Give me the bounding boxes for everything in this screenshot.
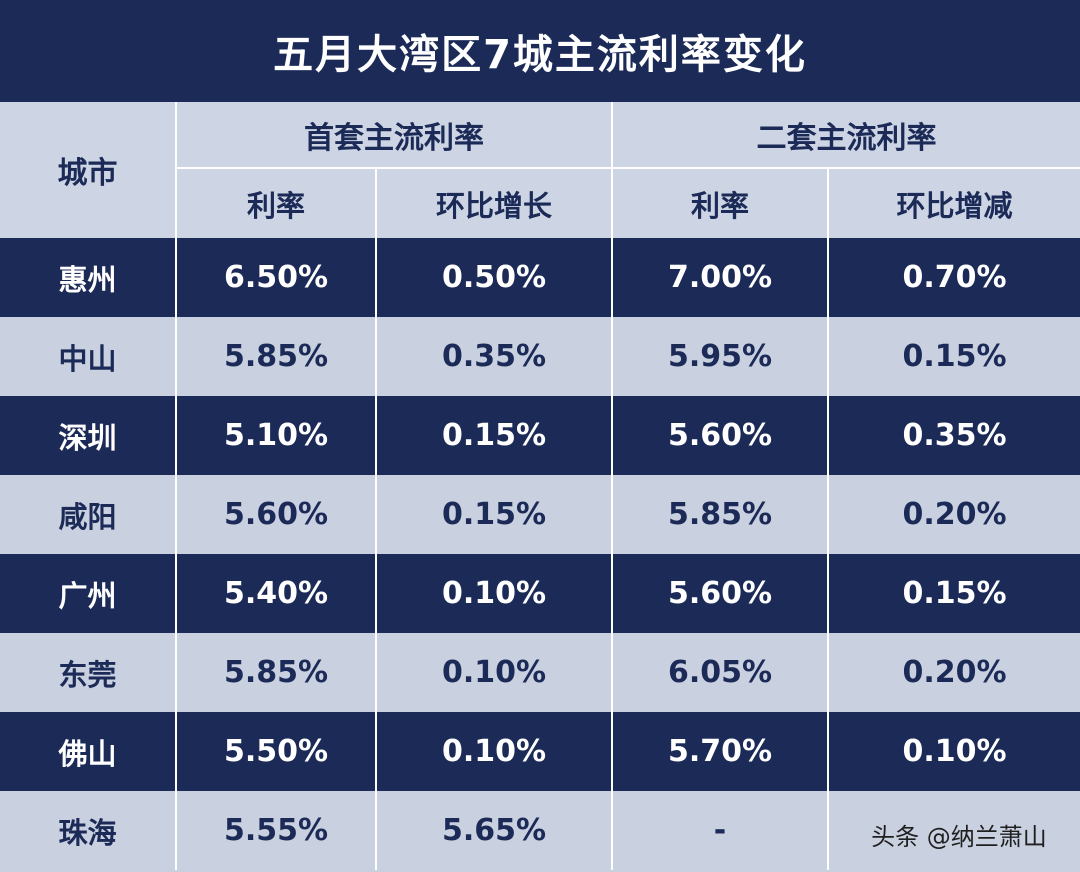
table-row: 东莞 5.85% 0.10% 6.05% 0.20% xyxy=(0,633,1080,712)
second-change-cell: 0.70% xyxy=(828,238,1080,317)
rate-table: 城市 首套主流利率 二套主流利率 利率 环比增长 利率 环比增减 惠州 6.50… xyxy=(0,102,1080,870)
first-rate-cell: 6.50% xyxy=(176,238,377,317)
header-city: 城市 xyxy=(0,102,177,238)
city-cell: 咸阳 xyxy=(0,475,177,554)
table-row: 中山 5.85% 0.35% 5.95% 0.15% xyxy=(0,317,1080,396)
second-rate-cell: 7.00% xyxy=(612,238,829,317)
second-rate-cell: - xyxy=(612,791,829,870)
second-rate-cell: 5.70% xyxy=(612,712,829,791)
second-rate-cell: 5.95% xyxy=(612,317,829,396)
first-rate-cell: 5.60% xyxy=(176,475,377,554)
first-change-cell: 0.15% xyxy=(376,475,613,554)
city-cell: 佛山 xyxy=(0,712,177,791)
header-group-second: 二套主流利率 xyxy=(612,102,1080,169)
header-first-rate: 利率 xyxy=(176,168,377,238)
first-change-cell: 5.65% xyxy=(376,791,613,870)
table-row: 惠州 6.50% 0.50% 7.00% 0.70% xyxy=(0,238,1080,317)
first-rate-cell: 5.50% xyxy=(176,712,377,791)
second-rate-cell: 5.60% xyxy=(612,396,829,475)
second-change-cell: 0.10% xyxy=(828,712,1080,791)
city-cell: 惠州 xyxy=(0,238,177,317)
second-change-cell: 0.15% xyxy=(828,554,1080,633)
table-row: 珠海 5.55% 5.65% - xyxy=(0,791,1080,870)
first-rate-cell: 5.55% xyxy=(176,791,377,870)
second-change-cell: 0.15% xyxy=(828,317,1080,396)
first-change-cell: 0.35% xyxy=(376,317,613,396)
second-change-cell: 0.20% xyxy=(828,633,1080,712)
header-second-rate: 利率 xyxy=(612,168,829,238)
second-rate-cell: 6.05% xyxy=(612,633,829,712)
city-cell: 东莞 xyxy=(0,633,177,712)
second-change-cell xyxy=(828,791,1080,870)
header-group-first: 首套主流利率 xyxy=(176,102,613,169)
table-row: 广州 5.40% 0.10% 5.60% 0.15% xyxy=(0,554,1080,633)
second-rate-cell: 5.60% xyxy=(612,554,829,633)
header-first-change: 环比增长 xyxy=(376,168,613,238)
header-row-columns: 利率 环比增长 利率 环比增减 xyxy=(0,168,1080,238)
first-change-cell: 0.10% xyxy=(376,712,613,791)
first-rate-cell: 5.10% xyxy=(176,396,377,475)
source-credit: 头条 @纳兰萧山 xyxy=(871,822,1047,851)
header-row-groups: 城市 首套主流利率 二套主流利率 xyxy=(0,102,1080,238)
header-second-change: 环比增减 xyxy=(828,168,1080,238)
city-cell: 中山 xyxy=(0,317,177,396)
second-change-cell: 0.20% xyxy=(828,475,1080,554)
title-bar: 五月大湾区7城主流利率变化 xyxy=(0,0,1080,102)
table-row: 佛山 5.50% 0.10% 5.70% 0.10% xyxy=(0,712,1080,791)
first-change-cell: 0.15% xyxy=(376,396,613,475)
city-cell: 深圳 xyxy=(0,396,177,475)
first-rate-cell: 5.85% xyxy=(176,317,377,396)
second-change-cell: 0.35% xyxy=(828,396,1080,475)
table-row: 深圳 5.10% 0.15% 5.60% 0.35% xyxy=(0,396,1080,475)
first-rate-cell: 5.85% xyxy=(176,633,377,712)
first-change-cell: 0.10% xyxy=(376,554,613,633)
city-cell: 珠海 xyxy=(0,791,177,870)
city-cell: 广州 xyxy=(0,554,177,633)
first-change-cell: 0.50% xyxy=(376,238,613,317)
table-row: 咸阳 5.60% 0.15% 5.85% 0.20% xyxy=(0,475,1080,554)
second-rate-cell: 5.85% xyxy=(612,475,829,554)
first-change-cell: 0.10% xyxy=(376,633,613,712)
page-title: 五月大湾区7城主流利率变化 xyxy=(273,32,807,78)
first-rate-cell: 5.40% xyxy=(176,554,377,633)
